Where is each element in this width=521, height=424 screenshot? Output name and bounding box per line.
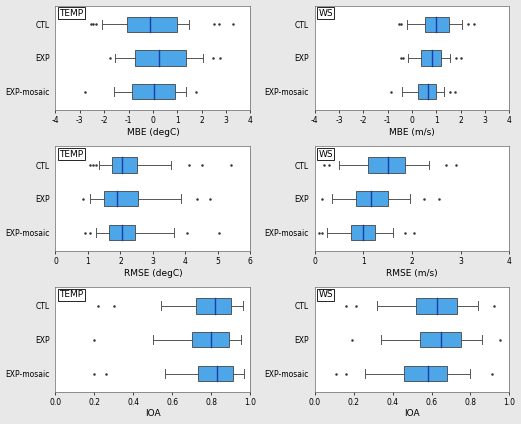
Bar — [416, 298, 457, 313]
Bar — [104, 191, 138, 206]
Bar — [356, 191, 388, 206]
Text: WS: WS — [318, 150, 333, 159]
Bar — [196, 298, 231, 313]
X-axis label: RMSE (m/s): RMSE (m/s) — [386, 268, 438, 278]
Text: WS: WS — [318, 9, 333, 18]
X-axis label: IOA: IOA — [145, 410, 160, 418]
Bar — [420, 50, 441, 66]
Text: TEMP: TEMP — [59, 9, 83, 18]
Bar — [109, 225, 135, 240]
Bar — [134, 50, 186, 66]
Text: TEMP: TEMP — [59, 150, 83, 159]
Bar — [418, 84, 437, 99]
Text: WS: WS — [318, 290, 333, 299]
Bar — [351, 225, 376, 240]
X-axis label: MBE (degC): MBE (degC) — [127, 128, 179, 137]
Bar — [113, 157, 137, 173]
X-axis label: IOA: IOA — [404, 410, 420, 418]
Bar — [198, 366, 233, 381]
Bar — [192, 332, 229, 347]
Text: TEMP: TEMP — [59, 290, 83, 299]
Bar — [127, 17, 177, 32]
X-axis label: RMSE (degC): RMSE (degC) — [123, 268, 182, 278]
Bar — [404, 366, 447, 381]
Bar — [132, 84, 175, 99]
X-axis label: MBE (m/s): MBE (m/s) — [389, 128, 435, 137]
Bar — [426, 17, 449, 32]
Bar — [420, 332, 461, 347]
Bar — [368, 157, 405, 173]
